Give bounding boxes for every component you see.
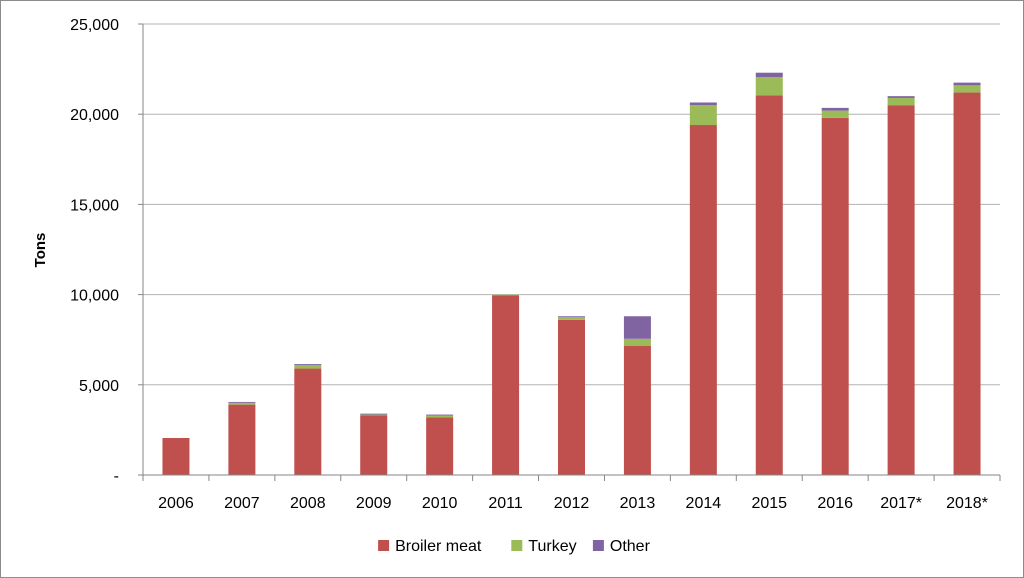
bar-2018-broiler-meat bbox=[953, 92, 981, 475]
bar-2007-turkey bbox=[228, 402, 256, 405]
x-tick-label: 2017* bbox=[880, 495, 922, 512]
x-tick-label: 2006 bbox=[158, 495, 194, 512]
legend-swatch-other bbox=[592, 540, 604, 551]
legend-swatch-broiler-meat bbox=[378, 540, 390, 551]
y-tick-label: 20,000 bbox=[70, 107, 119, 124]
axes bbox=[138, 23, 1001, 481]
bar-2007-broiler-meat bbox=[228, 404, 256, 475]
x-tick-label: 2011 bbox=[488, 495, 523, 512]
bar-2015-turkey bbox=[755, 77, 783, 96]
bar-2009-other bbox=[360, 413, 388, 415]
bar-2010-broiler-meat bbox=[426, 417, 454, 475]
bar-2007-other bbox=[228, 401, 256, 403]
bar-2014-turkey bbox=[689, 105, 717, 126]
y-axis-label: Tons bbox=[32, 233, 49, 268]
x-tick-label: 2007 bbox=[224, 495, 260, 512]
bar-2006-broiler-meat bbox=[162, 438, 190, 475]
bar-2017-broiler-meat bbox=[887, 105, 915, 476]
bars bbox=[162, 72, 981, 476]
bar-2017-turkey bbox=[887, 97, 915, 106]
bar-2008-turkey bbox=[294, 364, 322, 369]
bar-2012-broiler-meat bbox=[558, 319, 585, 475]
bar-2016-turkey bbox=[821, 110, 849, 118]
gridlines bbox=[143, 23, 1000, 386]
bar-2010-other bbox=[426, 414, 454, 416]
bar-2009-broiler-meat bbox=[360, 415, 388, 475]
bar-2014-other bbox=[689, 102, 717, 106]
bar-2013-other bbox=[623, 316, 651, 339]
bar-2010-turkey bbox=[426, 415, 454, 418]
bar-2008-other bbox=[294, 364, 322, 365]
x-tick-label: 2008 bbox=[290, 495, 326, 512]
y-tick-labels: - 5,000 10,000 15,000 20,000 25,000 bbox=[70, 17, 119, 485]
legend: Broiler meat Turkey Other bbox=[378, 538, 651, 555]
bar-2011-turkey bbox=[492, 294, 520, 296]
bar-2014-broiler-meat bbox=[689, 125, 717, 476]
y-tick-label: 25,000 bbox=[70, 17, 119, 34]
bar-2016-other bbox=[821, 107, 849, 111]
bar-2009-turkey bbox=[360, 414, 388, 416]
bar-2016-broiler-meat bbox=[821, 117, 849, 476]
bar-2008-broiler-meat bbox=[294, 368, 322, 475]
bar-2013-turkey bbox=[623, 338, 651, 347]
legend-swatch-turkey bbox=[511, 540, 523, 551]
bar-2013-broiler-meat bbox=[623, 346, 651, 475]
y-tick-label: 15,000 bbox=[70, 197, 119, 214]
bar-2012-turkey bbox=[558, 317, 585, 320]
x-tick-label: 2012 bbox=[554, 495, 590, 512]
bar-2015-broiler-meat bbox=[755, 95, 783, 476]
x-tick-label: 2016 bbox=[817, 495, 853, 512]
x-tick-label: 2009 bbox=[356, 495, 392, 512]
x-tick-label: 2010 bbox=[422, 495, 458, 512]
x-tick-label: 2014 bbox=[686, 495, 722, 512]
x-tick-labels: 2006 2007 2008 2009 2010 2011 2012 2013 2014 2015… bbox=[158, 495, 988, 512]
y-tick-label: - bbox=[114, 468, 119, 485]
bar-2011-broiler-meat bbox=[492, 295, 520, 475]
x-tick-label: 2013 bbox=[620, 495, 656, 512]
legend-label: Turkey bbox=[528, 538, 576, 555]
x-tick-label: 2015 bbox=[751, 495, 787, 512]
y-tick-label: 10,000 bbox=[70, 288, 119, 305]
bar-2018-other bbox=[953, 82, 981, 86]
legend-label: Other bbox=[610, 538, 651, 555]
bar-2012-other bbox=[558, 316, 585, 318]
y-tick-label: 5,000 bbox=[79, 378, 119, 395]
legend-label: Broiler meat bbox=[395, 538, 482, 555]
bar-2015-other bbox=[755, 72, 783, 78]
bar-2018-turkey bbox=[953, 85, 981, 93]
bar-2017-other bbox=[887, 96, 915, 98]
x-tick-label: 2018* bbox=[946, 495, 988, 512]
